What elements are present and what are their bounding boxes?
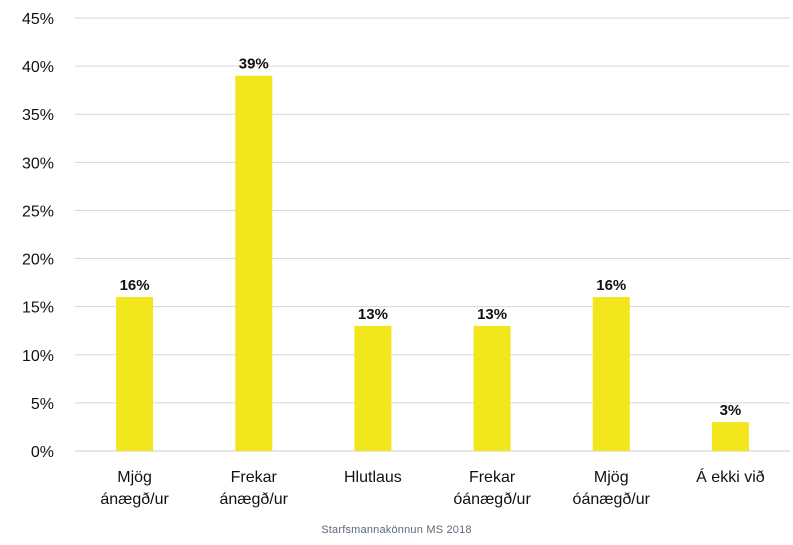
bar [473,325,511,451]
x-tick-label: óánægð/ur [453,491,531,508]
y-tick-label: 25% [22,203,54,220]
x-tick-label: ánægð/ur [100,491,169,508]
bar [711,422,749,451]
data-labels: 16% 39% 13% 13% 16% 3% [120,56,742,419]
y-tick-label: 40% [22,59,54,76]
chart-footer-caption: Starfsmannakönnun MS 2018 [321,524,472,536]
y-axis-tick-labels: 0% 5% 10% 15% 20% 25% 30% 35% 40% 45% [22,11,54,461]
x-tick-label: óánægð/ur [573,491,651,508]
x-axis-tick-labels: Mjög ánægð/ur Frekar ánægð/ur Hlutlaus Frekar… [100,467,764,508]
y-tick-label: 30% [22,155,54,172]
bar [116,297,154,451]
bars [116,75,749,451]
y-tick-label: 35% [22,107,54,124]
data-label: 13% [358,306,388,323]
y-tick-label: 10% [22,348,54,365]
x-tick-label: Á ekki við [696,467,765,486]
data-label: 16% [120,277,150,294]
x-tick-label: Mjög [594,469,629,486]
bar [354,325,392,451]
x-tick-label: ánægð/ur [220,491,289,508]
x-tick-label: Hlutlaus [344,469,402,486]
y-tick-label: 45% [22,11,54,28]
data-label: 3% [720,402,742,419]
y-tick-label: 5% [31,396,54,413]
x-tick-label: Frekar [231,469,278,486]
bar [592,297,630,451]
data-label: 16% [596,277,626,294]
data-label: 13% [477,306,507,323]
data-label: 39% [239,56,269,73]
x-tick-label: Frekar [469,469,516,486]
y-tick-label: 0% [31,444,54,461]
y-tick-label: 15% [22,300,54,317]
grid-lines [75,17,790,452]
x-tick-label: Mjög [117,469,152,486]
bar [235,75,273,451]
y-tick-label: 20% [22,252,54,269]
